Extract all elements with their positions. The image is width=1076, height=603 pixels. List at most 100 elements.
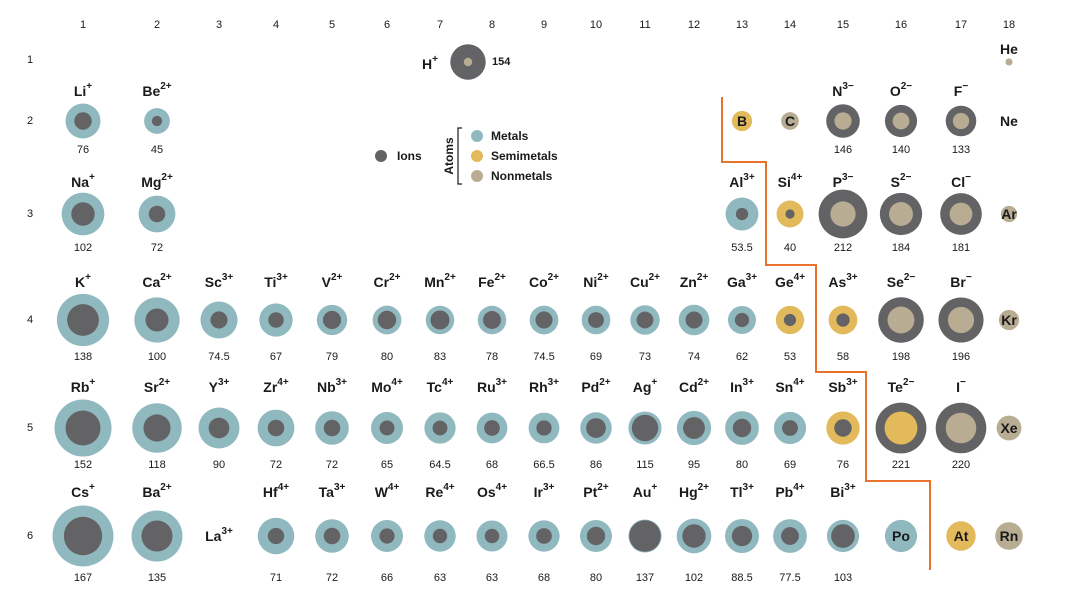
ion-radius-value: 103 — [834, 572, 852, 584]
ion-radius-value: 86 — [590, 459, 602, 471]
ion-radius-value: 167 — [74, 572, 92, 584]
element-label: Cd2+ — [679, 377, 709, 395]
ion-charge: 4+ — [793, 482, 805, 493]
element-symbol: Ca — [142, 274, 160, 290]
ion-charge: + — [432, 54, 438, 65]
ion-circle — [535, 311, 553, 329]
element-symbol: I — [956, 379, 960, 395]
ion-circle — [586, 418, 606, 438]
element-symbol: Hg — [679, 484, 698, 500]
element-symbol: Cl — [951, 174, 965, 190]
element-label: Hg2+ — [679, 482, 709, 500]
ion-charge: 3+ — [222, 272, 234, 283]
element-symbol: P — [833, 174, 842, 190]
element-label: Ne — [1000, 113, 1018, 129]
element-label: Cs+ — [71, 482, 95, 500]
ion-circle — [432, 528, 448, 544]
element-label: Cr2+ — [374, 272, 401, 290]
ion-charge: 2+ — [548, 272, 560, 283]
ion-circle — [586, 526, 606, 546]
ion-radius-value: 90 — [213, 459, 225, 471]
group-number: 3 — [216, 19, 222, 31]
element-label: Zn2+ — [680, 272, 709, 290]
element-label: P3− — [833, 172, 854, 190]
element-label: Al3+ — [729, 172, 755, 190]
group-number: 2 — [154, 19, 160, 31]
element-label: B — [737, 113, 747, 129]
element-symbol: F — [954, 83, 963, 99]
ion-charge: 3+ — [743, 377, 755, 388]
element-label: Ar — [1001, 206, 1017, 222]
element-label: Co2+ — [529, 272, 559, 290]
atom-circle — [731, 110, 753, 132]
ion-charge: 4+ — [496, 482, 508, 493]
element-symbol: Ga — [727, 274, 746, 290]
ion-radius-value: 88.5 — [731, 572, 752, 584]
ion-circle — [151, 115, 163, 127]
ion-circle — [379, 528, 395, 544]
element-label: Rn — [1000, 528, 1019, 544]
ion-circle — [734, 312, 750, 328]
ion-circle — [836, 313, 850, 327]
ion-charge: + — [89, 172, 95, 183]
ion-radius-value: 74 — [688, 351, 700, 363]
ion-circle — [63, 516, 103, 556]
element-symbol: Po — [892, 528, 910, 544]
element-label: Mo4+ — [371, 377, 403, 395]
ion-charge: 3+ — [336, 377, 348, 388]
element-label: He — [1000, 41, 1018, 57]
element-label: As3+ — [828, 272, 857, 290]
ion-radius-value: 62 — [736, 351, 748, 363]
element-label: N3− — [832, 81, 854, 99]
element-symbol: Ne — [1000, 113, 1018, 129]
ion-radius-value: 67 — [270, 351, 282, 363]
ion-circle — [683, 417, 705, 439]
element-label: Hf4+ — [263, 482, 289, 500]
period-number: 5 — [27, 422, 33, 434]
element-label: Ta3+ — [319, 482, 346, 500]
ion-radius-value: 133 — [952, 144, 970, 156]
period-number: 3 — [27, 208, 33, 220]
element-symbol: Sn — [775, 379, 793, 395]
element-label: S2− — [891, 172, 912, 190]
legend-atoms: Atoms — [442, 137, 456, 175]
element-label: Pd2+ — [581, 377, 610, 395]
ion-charge: 3+ — [496, 377, 508, 388]
element-label: Rb+ — [71, 377, 96, 395]
element-symbol: At — [954, 528, 969, 544]
element-symbol: Rh — [529, 379, 548, 395]
ion-radius-value: 74.5 — [208, 351, 229, 363]
element-symbol: Xe — [1000, 420, 1017, 436]
atom-circle — [945, 412, 977, 444]
ion-radius-value: 80 — [381, 351, 393, 363]
element-label: Mg2+ — [141, 172, 173, 190]
atom-circle — [887, 306, 915, 334]
group-number: 9 — [541, 19, 547, 31]
element-label: Be2+ — [142, 81, 171, 99]
element-label: Li+ — [74, 81, 92, 99]
group-number: 6 — [384, 19, 390, 31]
ion-circle — [629, 520, 661, 552]
element-label: Pt2+ — [583, 482, 609, 500]
element-label: Te2− — [888, 377, 915, 395]
element-label: C — [785, 113, 795, 129]
ion-charge: 2+ — [698, 377, 710, 388]
element-label: Mn2+ — [424, 272, 456, 290]
ion-circle — [141, 520, 173, 552]
ion-charge: 2+ — [697, 272, 709, 283]
ion-circle — [732, 418, 752, 438]
element-label: Bi3+ — [830, 482, 856, 500]
legend-semimetals: Semimetals — [491, 149, 558, 163]
ion-circle — [267, 419, 285, 437]
ion-radius-value: 152 — [74, 459, 92, 471]
element-symbol: Ni — [583, 274, 597, 290]
ion-radius-value: 102 — [74, 242, 92, 254]
ion-radius-value: 137 — [636, 572, 654, 584]
ion-charge: 2+ — [597, 482, 609, 493]
period-number: 6 — [27, 530, 33, 542]
period-number: 1 — [27, 54, 33, 66]
atom-circle — [996, 415, 1022, 441]
group-number: 5 — [329, 19, 335, 31]
element-label: Ge4+ — [775, 272, 805, 290]
ion-radius-value: 220 — [952, 459, 970, 471]
